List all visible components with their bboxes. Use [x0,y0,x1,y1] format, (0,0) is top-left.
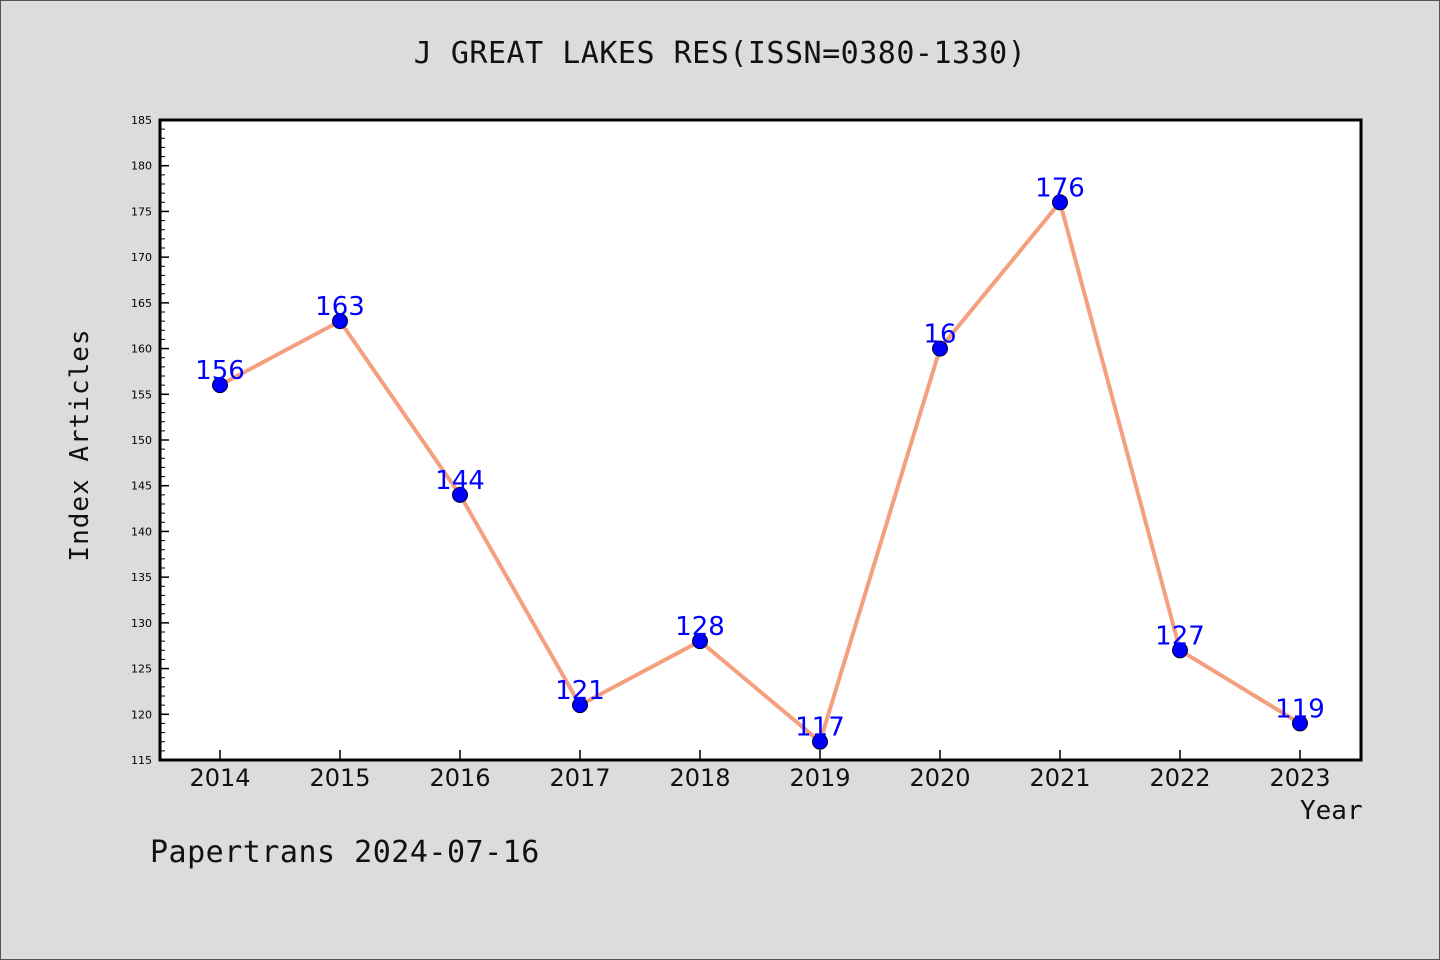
x-tick-label: 2023 [1269,764,1330,792]
y-tick-label: 145 [131,480,152,493]
data-label: 176 [1035,173,1085,203]
x-tick-label: 2017 [549,764,610,792]
x-axis-label: Year [1300,796,1363,826]
y-axis-ticks: 115 120 125 130 135 140 145 150 155 160 165 170 175 1… [131,114,169,767]
x-axis-ticks: 2014 2015 2016 2017 2018 2019 2020 2021 2022 2023 [189,750,1331,792]
y-tick-label: 115 [131,754,152,767]
x-tick-label: 2022 [1149,764,1210,792]
data-point [1172,642,1188,659]
data-label: 117 [795,713,845,743]
x-tick-label: 2020 [909,764,970,792]
data-label: 127 [1155,621,1205,651]
y-tick-label: 160 [131,343,152,356]
y-tick-label: 125 [131,663,152,676]
data-label: 119 [1275,694,1325,724]
data-label: 128 [675,612,725,642]
data-point [692,633,708,650]
data-labels-group: 156 163 144 121 128 117 16 176 127 119 [195,173,1325,742]
y-tick-label: 135 [131,571,152,584]
y-tick-label: 175 [131,205,152,218]
data-point [572,697,588,714]
y-tick-label: 130 [131,617,152,630]
data-point [452,486,468,503]
plot-area [158,118,1363,762]
y-tick-label: 165 [131,297,152,310]
x-tick-label: 2018 [669,764,730,792]
data-label: 144 [435,466,485,496]
x-tick-label: 2015 [309,764,370,792]
data-point [1052,194,1068,211]
data-label: 16 [923,320,956,350]
data-label: 121 [555,676,605,706]
x-tick-label: 2019 [789,764,850,792]
data-point [212,377,228,394]
series-group [212,194,1308,750]
data-label: 163 [315,292,365,322]
x-tick-label: 2016 [429,764,490,792]
data-label: 156 [195,356,245,386]
y-tick-label: 150 [131,434,152,447]
data-point [812,733,828,750]
y-tick-label: 140 [131,525,152,538]
series-line [219,200,1302,744]
footer-credit: Papertrans 2024-07-16 [150,835,540,870]
data-point [1292,715,1308,732]
y-tick-label: 185 [131,114,152,127]
x-tick-label: 2014 [189,764,250,792]
x-tick-label: 2021 [1029,764,1090,792]
y-tick-label: 155 [131,388,152,401]
data-point [332,313,348,330]
y-tick-label: 180 [131,160,152,173]
data-point [932,340,948,357]
chart-title: J GREAT LAKES RES(ISSN=0380-1330) [413,36,1027,71]
y-tick-label: 120 [131,708,152,721]
y-tick-label: 170 [131,251,152,264]
